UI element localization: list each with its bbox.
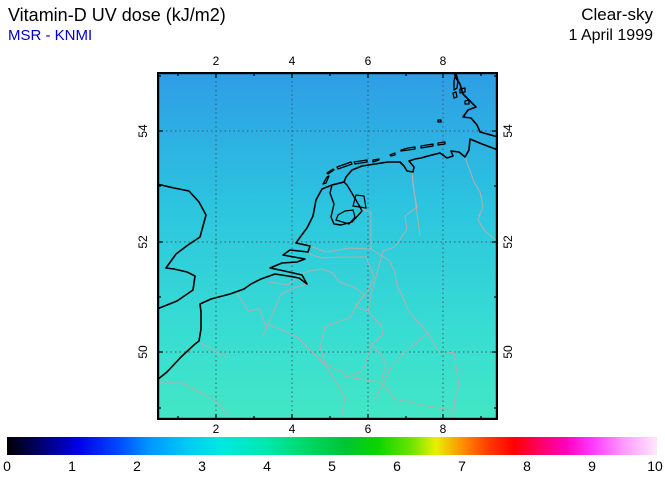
lat-label-left: 50 [136,345,150,359]
lat-label-left: 52 [136,235,150,249]
lon-label-top: 2 [212,54,220,68]
colorbar-tick-label: 4 [263,458,271,474]
lat-label-right: 50 [501,345,515,359]
lat-label-left: 54 [136,124,150,138]
colorbar-tick-label: 9 [588,458,596,474]
lon-label-bottom: 8 [439,422,447,436]
rivers-and-borders [157,156,499,421]
uv-dose-field [157,72,498,420]
lon-label-top: 6 [364,54,372,68]
lon-label-top: 8 [439,54,447,68]
lon-label-bottom: 6 [364,422,372,436]
polder-noordoostpolder [352,194,367,209]
lat-label-right: 52 [501,235,515,249]
wadden-islands [322,72,470,185]
uv-map-canvas [156,71,499,421]
colorbar-tick-label: 10 [647,458,663,474]
coastline-continent [156,138,499,381]
lon-label-bottom: 2 [212,422,220,436]
coastline-england [156,183,207,310]
header-right: Clear-sky 1 April 1999 [568,4,653,46]
colorbar-canvas [7,437,657,455]
page-title: Vitamin-D UV dose (kJ/m2) [8,5,226,25]
lat-label-right: 54 [501,124,515,138]
map-border [156,71,499,421]
colorbar-tick-label: 6 [393,458,401,474]
coastline-german-bight [453,71,499,138]
colorbar-tick-label: 8 [523,458,531,474]
lon-label-top: 4 [288,54,296,68]
colorbar-tick-label: 1 [68,458,76,474]
colorbar-tick-label: 3 [198,458,206,474]
colorbar-tick-label: 0 [3,458,11,474]
header-left: Vitamin-D UV dose (kJ/m2) MSR - KNMI [8,4,226,46]
lon-label-bottom: 4 [288,422,296,436]
uv-map [156,71,499,421]
colorbar [7,437,657,455]
colorbar-tick-label: 5 [328,458,336,474]
colorbar-gradient [7,437,657,455]
colorbar-tick-label: 2 [133,458,141,474]
polder-flevoland [335,209,356,225]
date-label: 1 April 1999 [568,27,653,44]
condition-label: Clear-sky [581,5,653,24]
source-label: MSR - KNMI [8,27,93,44]
ijsselmeer-outline [329,181,363,226]
colorbar-tick-label: 7 [458,458,466,474]
